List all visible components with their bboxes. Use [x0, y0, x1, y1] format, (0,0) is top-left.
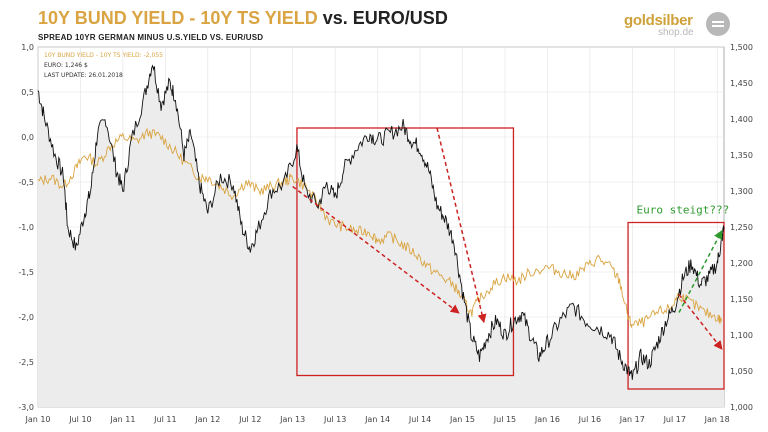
info-update: LAST UPDATE: 26.01.2018 — [44, 72, 123, 79]
y-right-tick-7: 1,150 — [730, 295, 753, 304]
x-tick-2: Jan 11 — [109, 415, 135, 424]
highlight-box-0 — [296, 127, 515, 377]
euro-area-fill — [38, 65, 724, 407]
x-tick-4: Jan 12 — [194, 415, 220, 424]
x-tick-1: Jul 10 — [68, 415, 91, 424]
series-euro-line — [37, 64, 725, 380]
y-left-tick-6: -2,0 — [18, 313, 34, 322]
trend-arrow-2 — [678, 294, 723, 350]
series-spread-line — [37, 127, 722, 329]
x-tick-13: Jul 16 — [578, 415, 601, 424]
x-tick-10: Jan 15 — [449, 415, 475, 424]
x-tick-12: Jan 16 — [534, 415, 560, 424]
y-right-tick-8: 1,100 — [730, 331, 753, 340]
x-tick-0: Jan 10 — [24, 415, 50, 424]
title-spread: 10Y BUND YIELD - 10Y TS YIELD — [38, 8, 318, 28]
y-right-tick-9: 1,050 — [730, 367, 753, 376]
annotation-euro-steigt: Euro steigt??? — [637, 204, 730, 217]
y-right-tick-2: 1,400 — [730, 115, 753, 124]
x-tick-5: Jul 12 — [238, 415, 261, 424]
chart-title: 10Y BUND YIELD - 10Y TS YIELD vs. EURO/U… — [38, 8, 448, 29]
trend-arrow-3 — [678, 229, 723, 313]
y-right-tick-1: 1,450 — [730, 79, 753, 88]
x-tick-8: Jan 14 — [364, 415, 390, 424]
title-fx: vs. EURO/USD — [322, 8, 448, 28]
y-left-tick-2: 0,0 — [21, 133, 34, 142]
x-tick-7: Jul 13 — [323, 415, 346, 424]
y-left-tick-7: -2,5 — [18, 358, 34, 367]
x-tick-3: Jul 11 — [153, 415, 176, 424]
logo-domain: shop.de — [658, 27, 694, 38]
info-spread: 10Y BUND YIELD - 10Y TS YIELD: -2,055 — [44, 52, 163, 59]
y-left-tick-8: -3,0 — [18, 403, 34, 412]
info-euro: EURO: 1,246 $ — [44, 62, 88, 69]
highlight-boxes — [296, 127, 725, 390]
trend-arrow-1 — [436, 127, 487, 324]
y-left-tick-5: -1,5 — [18, 268, 34, 277]
logo-coin-icon — [706, 12, 730, 36]
y-right-tick-5: 1,250 — [730, 223, 753, 232]
x-tick-16: Jan 18 — [704, 415, 730, 424]
highlight-box-1 — [627, 221, 725, 390]
y-left-tick-0: 1,0 — [21, 43, 34, 52]
x-tick-6: Jan 13 — [279, 415, 305, 424]
y-left-tick-3: -0,5 — [18, 178, 34, 187]
y-right-tick-3: 1,350 — [730, 151, 753, 160]
brand-logo: goldsilber shop.de — [624, 12, 736, 42]
x-tick-14: Jan 17 — [619, 415, 645, 424]
y-left-tick-4: -1,0 — [18, 223, 34, 232]
y-right-tick-6: 1,200 — [730, 259, 753, 268]
x-tick-9: Jul 14 — [408, 415, 431, 424]
euro-area — [38, 65, 724, 407]
y-right-tick-4: 1,300 — [730, 187, 753, 196]
y-axis-right: 1,500 1,450 1,400 1,350 1,300 1,250 1,200 1,150… — [730, 43, 753, 412]
y-right-tick-10: 1,000 — [730, 403, 753, 412]
y-axis-left: 1,0 0,5 0,0 -0,5 -1,0 -1,5 -2,0 -2,5 -3,0 — [18, 43, 34, 412]
series-group — [37, 64, 725, 380]
chart-subtitle: SPREAD 10YR GERMAN MINUS U.S.YIELD VS. E… — [38, 33, 264, 42]
arrows-group — [292, 127, 723, 350]
logo-wordmark: goldsilber — [624, 12, 693, 29]
x-tick-15: Jul 17 — [663, 415, 686, 424]
x-axis: Jan 10 Jul 10 Jan 11 Jul 11 Jan 12 Jul 12 Jan … — [24, 415, 729, 424]
y-left-tick-1: 0,5 — [21, 88, 34, 97]
x-tick-11: Jul 15 — [493, 415, 516, 424]
y-right-tick-0: 1,500 — [730, 43, 753, 52]
